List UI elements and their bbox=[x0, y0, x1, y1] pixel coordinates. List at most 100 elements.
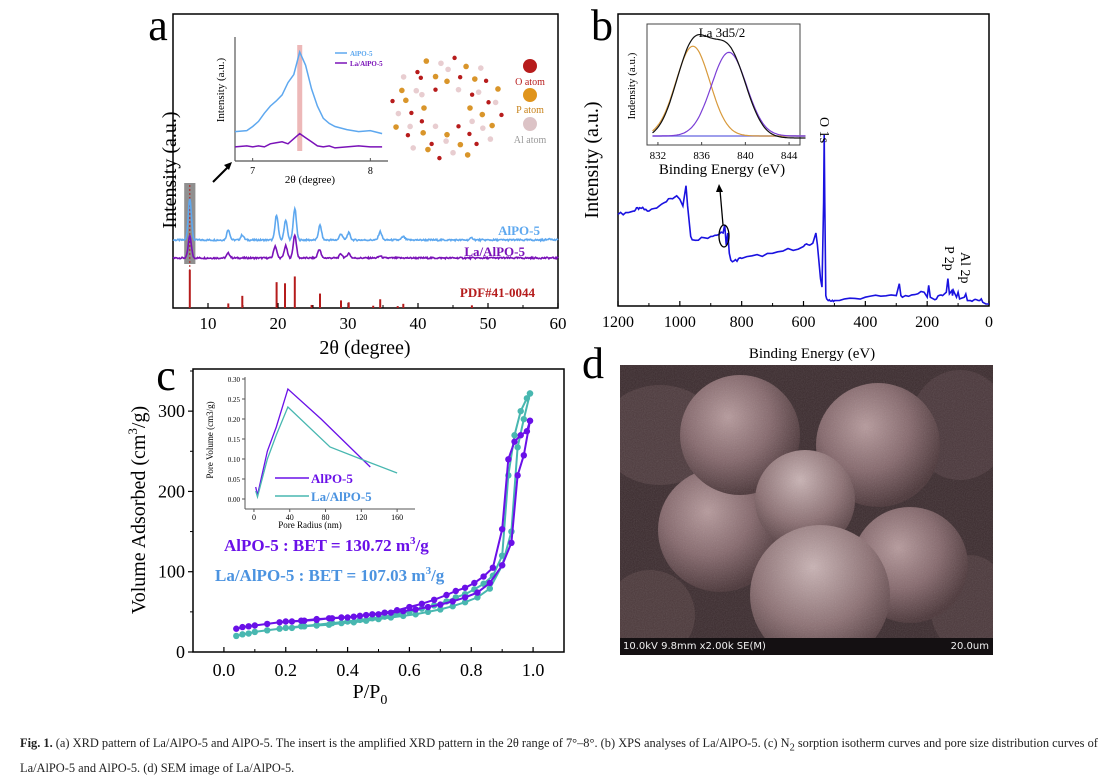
inset-legend-alpo5: AlPO-5 bbox=[311, 471, 353, 486]
x-tick-label: 1000 bbox=[664, 314, 696, 331]
isotherm-point bbox=[245, 630, 252, 637]
isotherm-point bbox=[461, 584, 469, 591]
peak-label-al2p: Al 2p bbox=[957, 252, 972, 284]
panel-a-frame bbox=[172, 13, 559, 309]
isotherm-point bbox=[498, 525, 506, 533]
bet-label-alpo5: AlPO-5 : BET = 130.72 m3/g bbox=[224, 535, 429, 555]
inset-y-axis-label: Pore Volume (cm3/g) bbox=[205, 401, 215, 478]
isotherm-point bbox=[508, 539, 515, 547]
x-axis-label: 2θ (degree) bbox=[319, 337, 410, 359]
x-tick-label: 1.0 bbox=[522, 660, 545, 680]
bet-sup: 3 bbox=[410, 535, 416, 547]
y-axis-label: Volume Adsorbed (cm3/g) bbox=[125, 406, 150, 614]
x-tick-label: 800 bbox=[730, 314, 754, 331]
pointer-arrow-head bbox=[716, 184, 723, 192]
atom bbox=[486, 100, 491, 105]
inset-x-tick-label: 836 bbox=[693, 150, 710, 162]
isotherm-point bbox=[412, 606, 419, 613]
x-tick-label: 0.4 bbox=[336, 660, 359, 680]
atom bbox=[433, 87, 438, 92]
x-tick-label: 60 bbox=[550, 314, 567, 333]
series-la-alpo5-line bbox=[172, 233, 559, 261]
atom bbox=[469, 92, 475, 97]
atom bbox=[445, 66, 451, 73]
sem-info-bar: 10.0kV 9.8mm x2.00k SE(M) 20.0um bbox=[620, 638, 993, 655]
inset-x-axis-label: 2θ (degree) bbox=[285, 174, 335, 186]
atom bbox=[393, 124, 399, 130]
isotherm-point bbox=[418, 600, 425, 608]
y-tick-label: 100 bbox=[158, 562, 185, 582]
isotherm-point bbox=[298, 617, 305, 624]
atom bbox=[407, 123, 413, 130]
isotherm-point bbox=[313, 615, 320, 623]
isotherm-point bbox=[526, 417, 534, 424]
isotherm-point bbox=[356, 612, 364, 620]
atom bbox=[403, 97, 409, 104]
atom bbox=[395, 110, 402, 117]
isotherm-point bbox=[276, 619, 283, 626]
isotherm-point bbox=[233, 632, 240, 640]
isotherm-point bbox=[486, 585, 493, 592]
inset-c-la-alpo5-line bbox=[255, 405, 398, 500]
atom bbox=[472, 76, 478, 82]
isotherm-point bbox=[282, 624, 289, 632]
inset-y-axis-label: Intensity (a.u.) bbox=[215, 57, 227, 122]
zoom-arrow-head bbox=[224, 162, 232, 170]
y-axis-label-part: 3 bbox=[125, 428, 140, 435]
y-tick-label: 0 bbox=[176, 642, 185, 662]
inset-x-tick-label: 160 bbox=[391, 513, 403, 522]
atom bbox=[480, 125, 486, 131]
label-la-alpo5: La/AlPO-5 bbox=[464, 244, 525, 259]
inset-x-tick-label: 832 bbox=[650, 150, 667, 162]
inset-legend-la-alpo5: La/AlPO-5 bbox=[350, 60, 383, 68]
atom bbox=[467, 131, 472, 137]
al-atom-icon bbox=[523, 117, 537, 131]
isotherm-point bbox=[511, 438, 518, 445]
isotherm-point bbox=[471, 579, 478, 587]
isotherm-point bbox=[424, 608, 432, 616]
inset-x-tick-label: 0 bbox=[252, 513, 256, 522]
atom bbox=[489, 122, 495, 129]
panel-letter-c: c bbox=[156, 351, 176, 400]
atom bbox=[443, 138, 449, 144]
atom bbox=[410, 145, 417, 151]
sem-info: 10.0kV 9.8mm x2.00k SE(M) bbox=[623, 641, 766, 652]
x-tick-label: 0.6 bbox=[398, 660, 421, 680]
atom bbox=[477, 65, 484, 71]
isotherm-point bbox=[517, 407, 524, 415]
inset-x-tick-label: 40 bbox=[286, 513, 294, 522]
caption-text-2: sorption isotherm curves and pore size d… bbox=[20, 736, 1098, 776]
inset-y-axis-label: Indensity (a.u.) bbox=[626, 52, 638, 119]
inset-y-tick-label: 0.20 bbox=[228, 416, 241, 424]
isotherm-point bbox=[526, 390, 534, 397]
atom bbox=[456, 124, 461, 129]
atom bbox=[420, 130, 426, 136]
isotherm-point bbox=[523, 428, 531, 435]
isotherm-point bbox=[369, 611, 376, 618]
inset-b-frame bbox=[646, 23, 801, 146]
o-atom-icon bbox=[523, 59, 537, 73]
x-tick-label: 600 bbox=[792, 314, 816, 331]
bet-label-la-alpo5: La/AlPO-5 : BET = 107.03 m3/g bbox=[215, 565, 445, 585]
isotherm-point bbox=[498, 562, 506, 569]
atom bbox=[419, 119, 425, 124]
x-axis-label: P/P0 bbox=[353, 681, 388, 708]
xps-survey-line bbox=[617, 134, 989, 305]
inset-y-tick-label: 0.10 bbox=[228, 456, 241, 464]
atom bbox=[483, 78, 489, 84]
isotherm-point bbox=[511, 432, 518, 439]
atom bbox=[419, 91, 425, 98]
isotherm-point bbox=[328, 615, 336, 622]
caption-text: (a) XRD pattern of La/AlPO-5 and AlPO-5.… bbox=[52, 736, 790, 750]
atom bbox=[423, 58, 430, 64]
sem-scale-label: 20.0um bbox=[950, 641, 989, 652]
atom bbox=[475, 89, 482, 95]
atom bbox=[444, 131, 450, 138]
x-axis-label: Binding Energy (eV) bbox=[749, 346, 875, 362]
inset-x-tick-label: 840 bbox=[737, 150, 754, 162]
x-tick-label: 0.8 bbox=[460, 660, 483, 680]
x-tick-label: 50 bbox=[480, 314, 497, 333]
atom bbox=[457, 141, 464, 148]
bet-suffix: /g bbox=[430, 566, 445, 585]
x-tick-label: 20 bbox=[270, 314, 287, 333]
